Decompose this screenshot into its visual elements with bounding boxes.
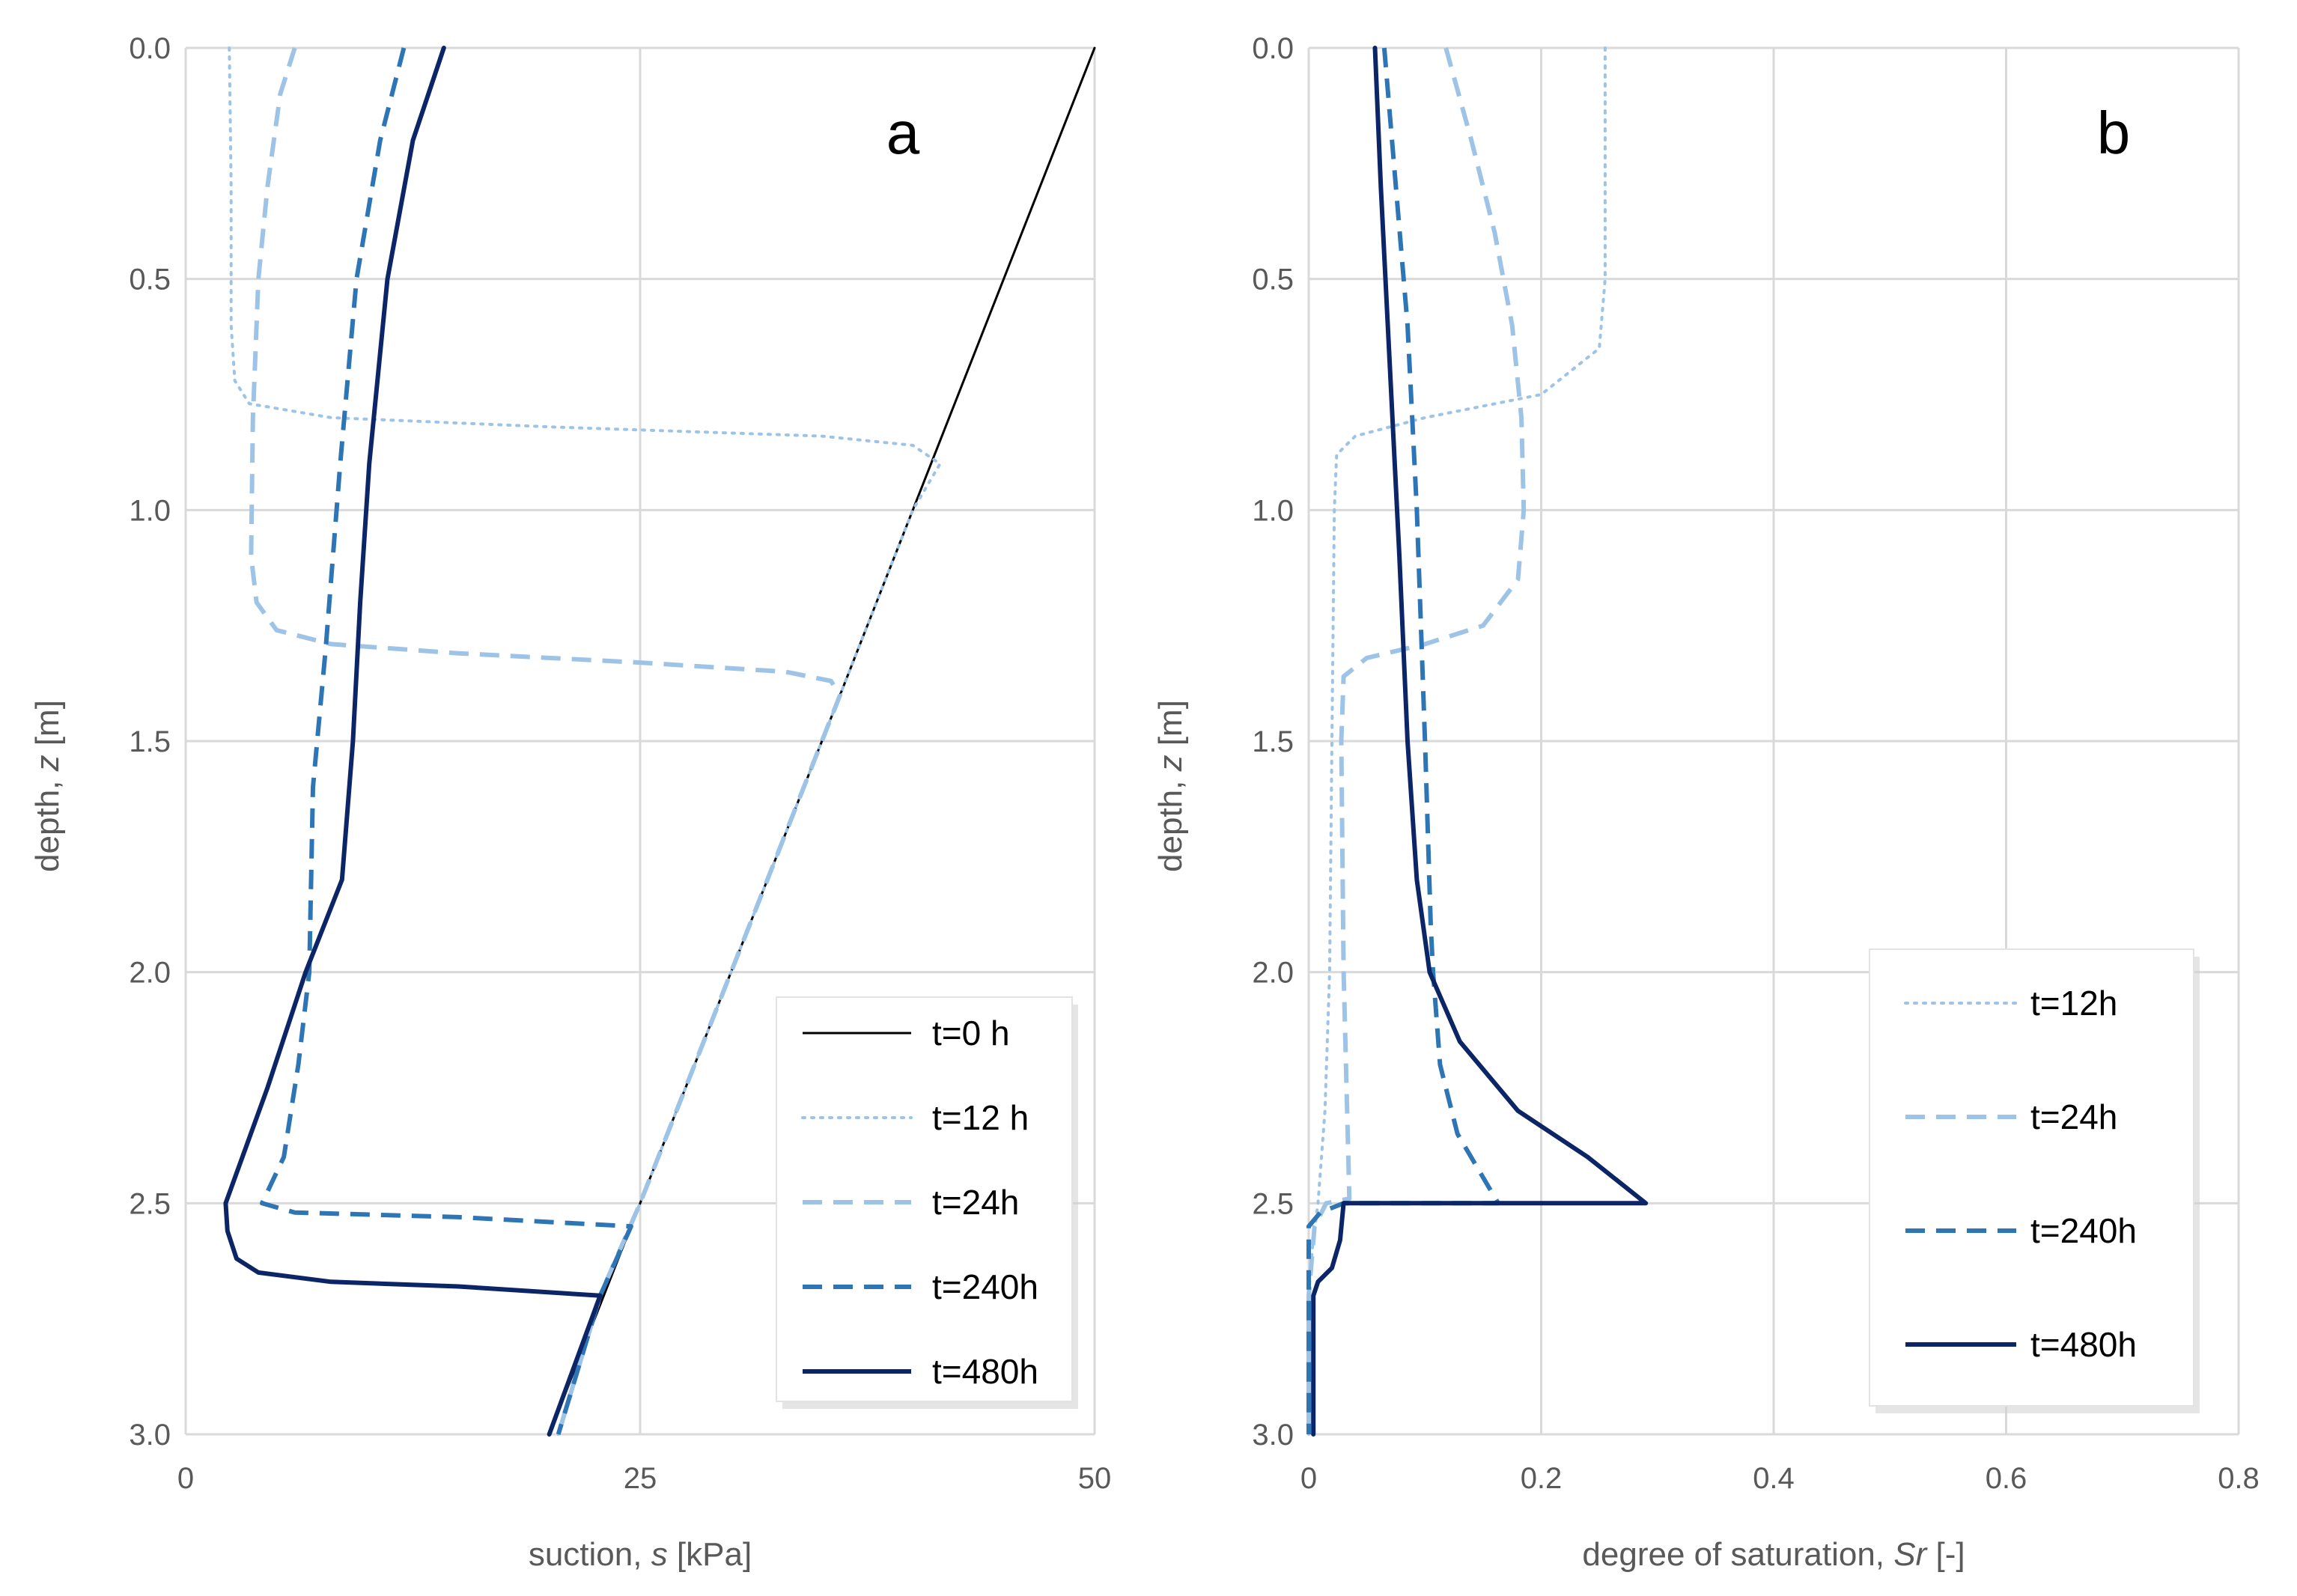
legend-label: t=24h (2030, 1097, 2117, 1136)
x-tick-label: 0.2 (1521, 1462, 1563, 1495)
x-tick-label: 0.6 (1986, 1462, 2027, 1495)
legend-label: t=480h (2030, 1325, 2137, 1364)
y-axis-title: depth, z [m] (29, 700, 66, 872)
legend-label: t=12h (2030, 984, 2117, 1023)
x-tick-label: 0.8 (2218, 1462, 2260, 1495)
legend-label: t=24h (932, 1183, 1019, 1222)
x-tick-label: 0 (1300, 1462, 1317, 1495)
y-tick-label: 0.5 (1252, 264, 1294, 296)
y-tick-label: 2.0 (129, 957, 171, 990)
y-tick-label: 0.0 (129, 32, 171, 65)
y-tick-label: 1.5 (1252, 725, 1294, 758)
x-axis-title: degree of saturation, Sr [-] (1582, 1536, 1965, 1573)
y-tick-label: 0.5 (129, 264, 171, 296)
chart-panel-a: 0 25 50 0.0 0.5 1.0 1.5 2.0 2.5 3.0 suction, s [kP… (29, 32, 1111, 1573)
legend-label: t=12 h (932, 1098, 1029, 1137)
y-tick-label: 2.5 (129, 1187, 171, 1220)
y-tick-label: 1.0 (1252, 494, 1294, 527)
x-tick-label: 0.4 (1753, 1462, 1795, 1495)
series-line-t-24h (1306, 47, 1527, 1434)
legend-label: t=240h (932, 1267, 1038, 1306)
panel-label: a (886, 100, 920, 166)
series-line-t-240h (260, 47, 633, 1435)
x-tick-label: 0 (177, 1462, 194, 1495)
y-tick-label: 2.0 (1252, 957, 1294, 990)
y-tick-label: 3.0 (1252, 1419, 1294, 1452)
x-axis-title: suction, s [kPa] (529, 1536, 752, 1573)
series-line-t-480h (223, 46, 603, 1437)
legend: t=12h t=24h t=240h t=480h (1869, 948, 2200, 1413)
series-line-t-480h (1311, 46, 1649, 1437)
y-tick-label: 1.5 (129, 725, 171, 758)
legend-box (1869, 948, 2194, 1407)
series-line-t-24h (249, 47, 843, 1435)
y-tick-label: 3.0 (129, 1419, 171, 1452)
chart-panel-b: 0 0.2 0.4 0.6 0.8 0.0 0.5 1.0 1.5 2.0 2.5 3.0 degree… (1152, 32, 2260, 1573)
series-line-t-240h (1306, 47, 1501, 1434)
y-tick-label: 0.0 (1252, 32, 1294, 65)
series-line-t-0-h (548, 46, 1096, 1436)
legend-label: t=0 h (932, 1014, 1010, 1053)
y-tick-label: 1.0 (129, 494, 171, 527)
series-line-t-12h (1307, 46, 1607, 1436)
legend-label: t=480h (932, 1352, 1038, 1391)
series-line-t-12-h (228, 46, 942, 1436)
panel-label: b (2097, 100, 2131, 166)
legend-box (776, 996, 1073, 1402)
legend: t=0 h t=12 h t=24h t=240h t=480h (776, 996, 1078, 1409)
x-tick-label: 25 (624, 1462, 657, 1495)
legend-label: t=240h (2030, 1211, 2137, 1250)
y-axis-title: depth, z [m] (1152, 700, 1189, 872)
x-tick-label: 50 (1078, 1462, 1112, 1495)
y-tick-label: 2.5 (1252, 1187, 1294, 1220)
